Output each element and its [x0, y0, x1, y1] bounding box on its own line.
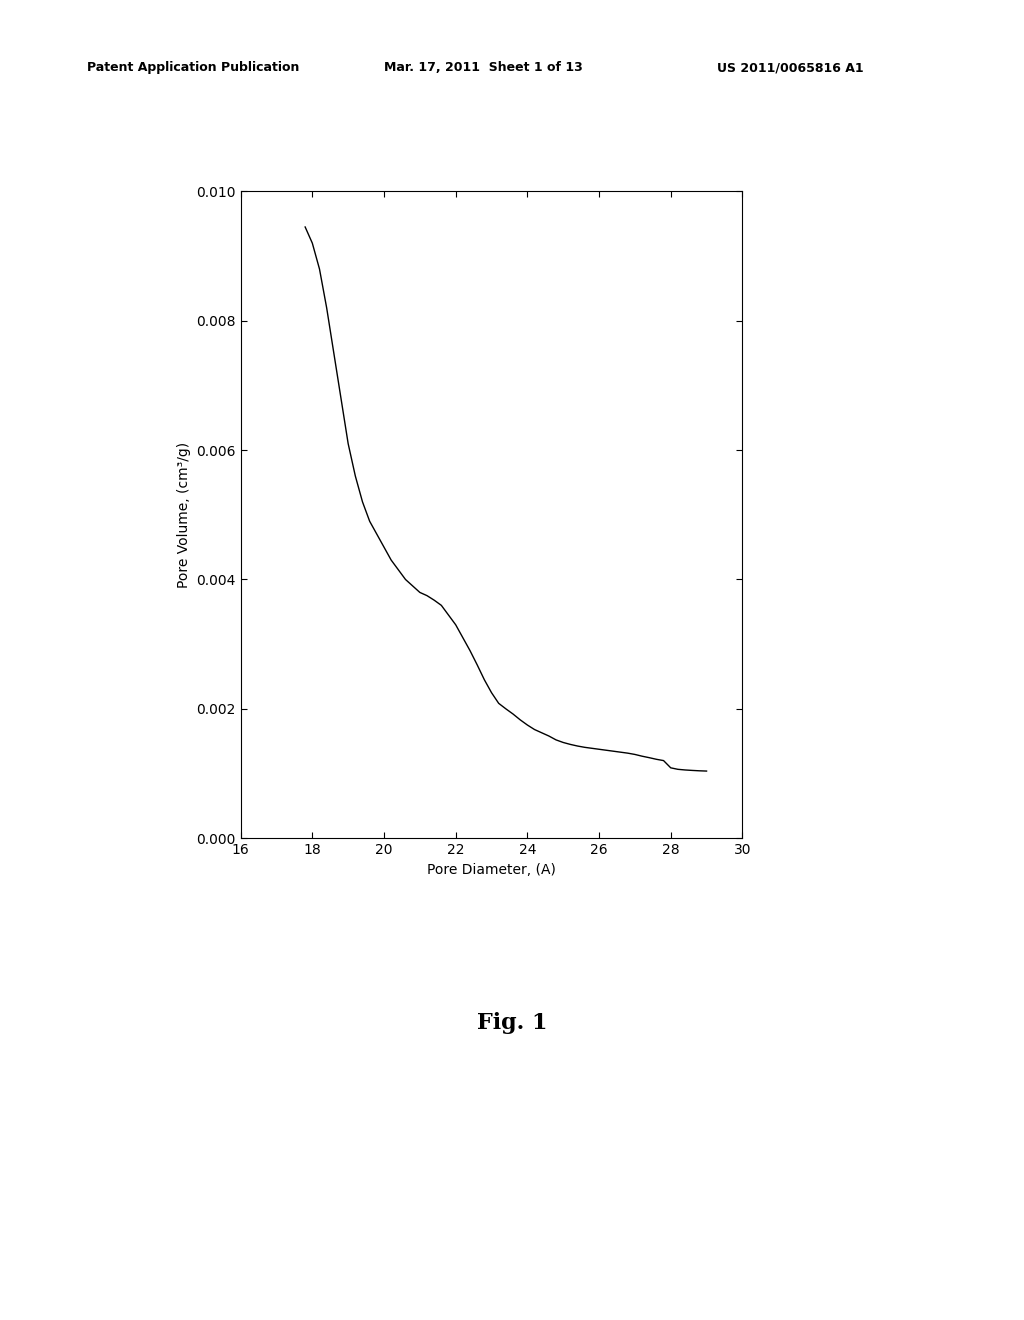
- Text: Mar. 17, 2011  Sheet 1 of 13: Mar. 17, 2011 Sheet 1 of 13: [384, 62, 583, 74]
- Text: Patent Application Publication: Patent Application Publication: [87, 62, 299, 74]
- Text: US 2011/0065816 A1: US 2011/0065816 A1: [717, 62, 863, 74]
- Y-axis label: Pore Volume, (cm³/g): Pore Volume, (cm³/g): [177, 442, 190, 587]
- X-axis label: Pore Diameter, (A): Pore Diameter, (A): [427, 862, 556, 876]
- Text: Fig. 1: Fig. 1: [477, 1012, 547, 1034]
